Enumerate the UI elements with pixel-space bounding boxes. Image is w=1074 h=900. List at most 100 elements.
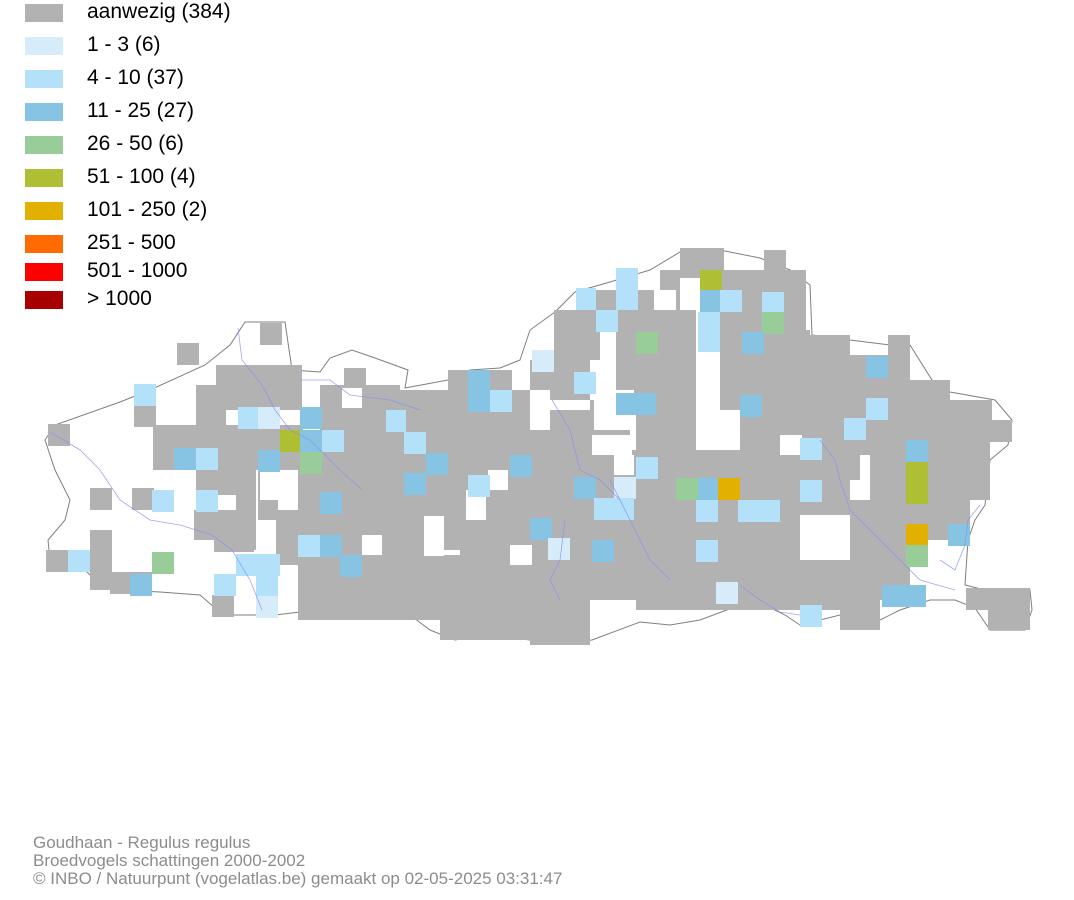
grid-square-present (966, 588, 1030, 610)
grid-square-count (866, 398, 888, 420)
grid-square-present (134, 405, 156, 427)
grid-square-count (742, 332, 764, 354)
grid-square-count (256, 574, 278, 596)
grid-square-count (130, 574, 152, 596)
grid-square-count (906, 524, 928, 546)
legend-label: aanwezig (384) (87, 0, 231, 23)
grid-square-present (177, 343, 199, 365)
grid-square-count (906, 545, 928, 567)
grid-square-count (280, 430, 302, 452)
river-line (551, 399, 621, 501)
grid-square-present (344, 368, 366, 390)
grid-square-count (594, 498, 634, 520)
grid-square-count (636, 457, 658, 479)
grid-square-empty (260, 470, 278, 500)
grid-square-count (616, 393, 656, 415)
grid-square-count (468, 370, 490, 412)
grid-square-count (574, 372, 596, 394)
legend-label: 11 - 25 (27) (87, 99, 194, 122)
grid-square-count (258, 450, 280, 472)
grid-square-count (532, 350, 554, 372)
grid-square-present (840, 560, 880, 630)
grid-square-count (258, 407, 280, 429)
grid-square-count (300, 452, 322, 474)
river-line (549, 519, 566, 601)
grid-square-count (490, 390, 512, 412)
map-credits: Goudhaan - Regulus regulus Broedvogels s… (33, 834, 562, 888)
legend-label: 251 - 500 (87, 231, 176, 254)
grid-square-empty (530, 390, 550, 430)
grid-square-empty (592, 435, 632, 455)
species-title: Goudhaan - Regulus regulus (33, 833, 251, 852)
grid-square-present (276, 510, 298, 555)
grid-square-count (174, 448, 196, 470)
grid-square-count (134, 384, 156, 406)
atlas-grid-squares (46, 248, 1030, 645)
grid-square-present (196, 385, 226, 425)
grid-square-count (596, 310, 618, 332)
grid-square-present (212, 595, 234, 617)
grid-square-present (298, 590, 398, 620)
grid-square-present (48, 424, 70, 446)
grid-square-present (216, 365, 280, 410)
legend-swatch (25, 235, 63, 253)
grid-square-present (280, 365, 302, 410)
grid-square-count (800, 480, 822, 502)
legend-swatch (25, 169, 63, 187)
legend-swatch (25, 202, 63, 220)
grid-square-present (554, 310, 600, 360)
grid-square-count (386, 410, 406, 432)
grid-square-count (510, 455, 532, 477)
dataset-subtitle: Broedvogels schattingen 2000-2002 (33, 851, 306, 870)
copyright-line: © INBO / Natuurpunt (vogelatlas.be) gema… (33, 869, 563, 888)
grid-square-count (592, 540, 614, 562)
grid-square-empty (424, 516, 444, 556)
river-lines (49, 327, 981, 616)
legend-label: 26 - 50 (6) (87, 132, 184, 155)
grid-square-count (196, 448, 218, 470)
grid-square-count (548, 538, 570, 560)
grid-square-count (152, 552, 174, 574)
grid-square-count (700, 290, 722, 312)
grid-square-count (844, 418, 866, 440)
grid-square-present (214, 530, 254, 552)
grid-square-count (322, 430, 344, 452)
river-line (49, 431, 263, 611)
grid-square-empty (466, 490, 486, 520)
river-line (819, 439, 956, 591)
grid-square-present (132, 488, 154, 510)
legend-swatch (25, 136, 63, 154)
grid-square-count (340, 555, 362, 577)
grid-square-present (400, 560, 460, 620)
grid-square-count (882, 585, 926, 607)
grid-square-count (762, 312, 784, 334)
river-line (609, 479, 671, 581)
legend-swatch (25, 70, 63, 88)
grid-square-count (738, 500, 780, 522)
grid-square-count (906, 440, 928, 462)
river-line (237, 327, 363, 491)
grid-square-present (276, 545, 298, 565)
river-line (739, 584, 801, 616)
grid-square-count (320, 535, 342, 557)
grid-square-count (68, 550, 90, 572)
grid-square-present (530, 560, 590, 645)
legend-label: > 1000 (87, 287, 152, 310)
grid-square-count (696, 540, 718, 562)
grid-square-count (468, 475, 490, 497)
grid-square-present (46, 550, 68, 572)
legend-label: 1 - 3 (6) (87, 33, 161, 56)
grid-square-count (636, 332, 658, 354)
grid-square-count (698, 478, 720, 500)
grid-square-count (574, 477, 596, 499)
grid-square-count (740, 395, 762, 417)
grid-square-present (764, 250, 786, 270)
grid-square-count (718, 478, 740, 500)
grid-square-count (800, 438, 822, 460)
grid-square-present (990, 420, 1012, 442)
grid-square-count (404, 473, 426, 495)
grid-square-empty (510, 545, 532, 565)
legend-swatch (25, 291, 63, 309)
grid-square-present (260, 323, 282, 345)
